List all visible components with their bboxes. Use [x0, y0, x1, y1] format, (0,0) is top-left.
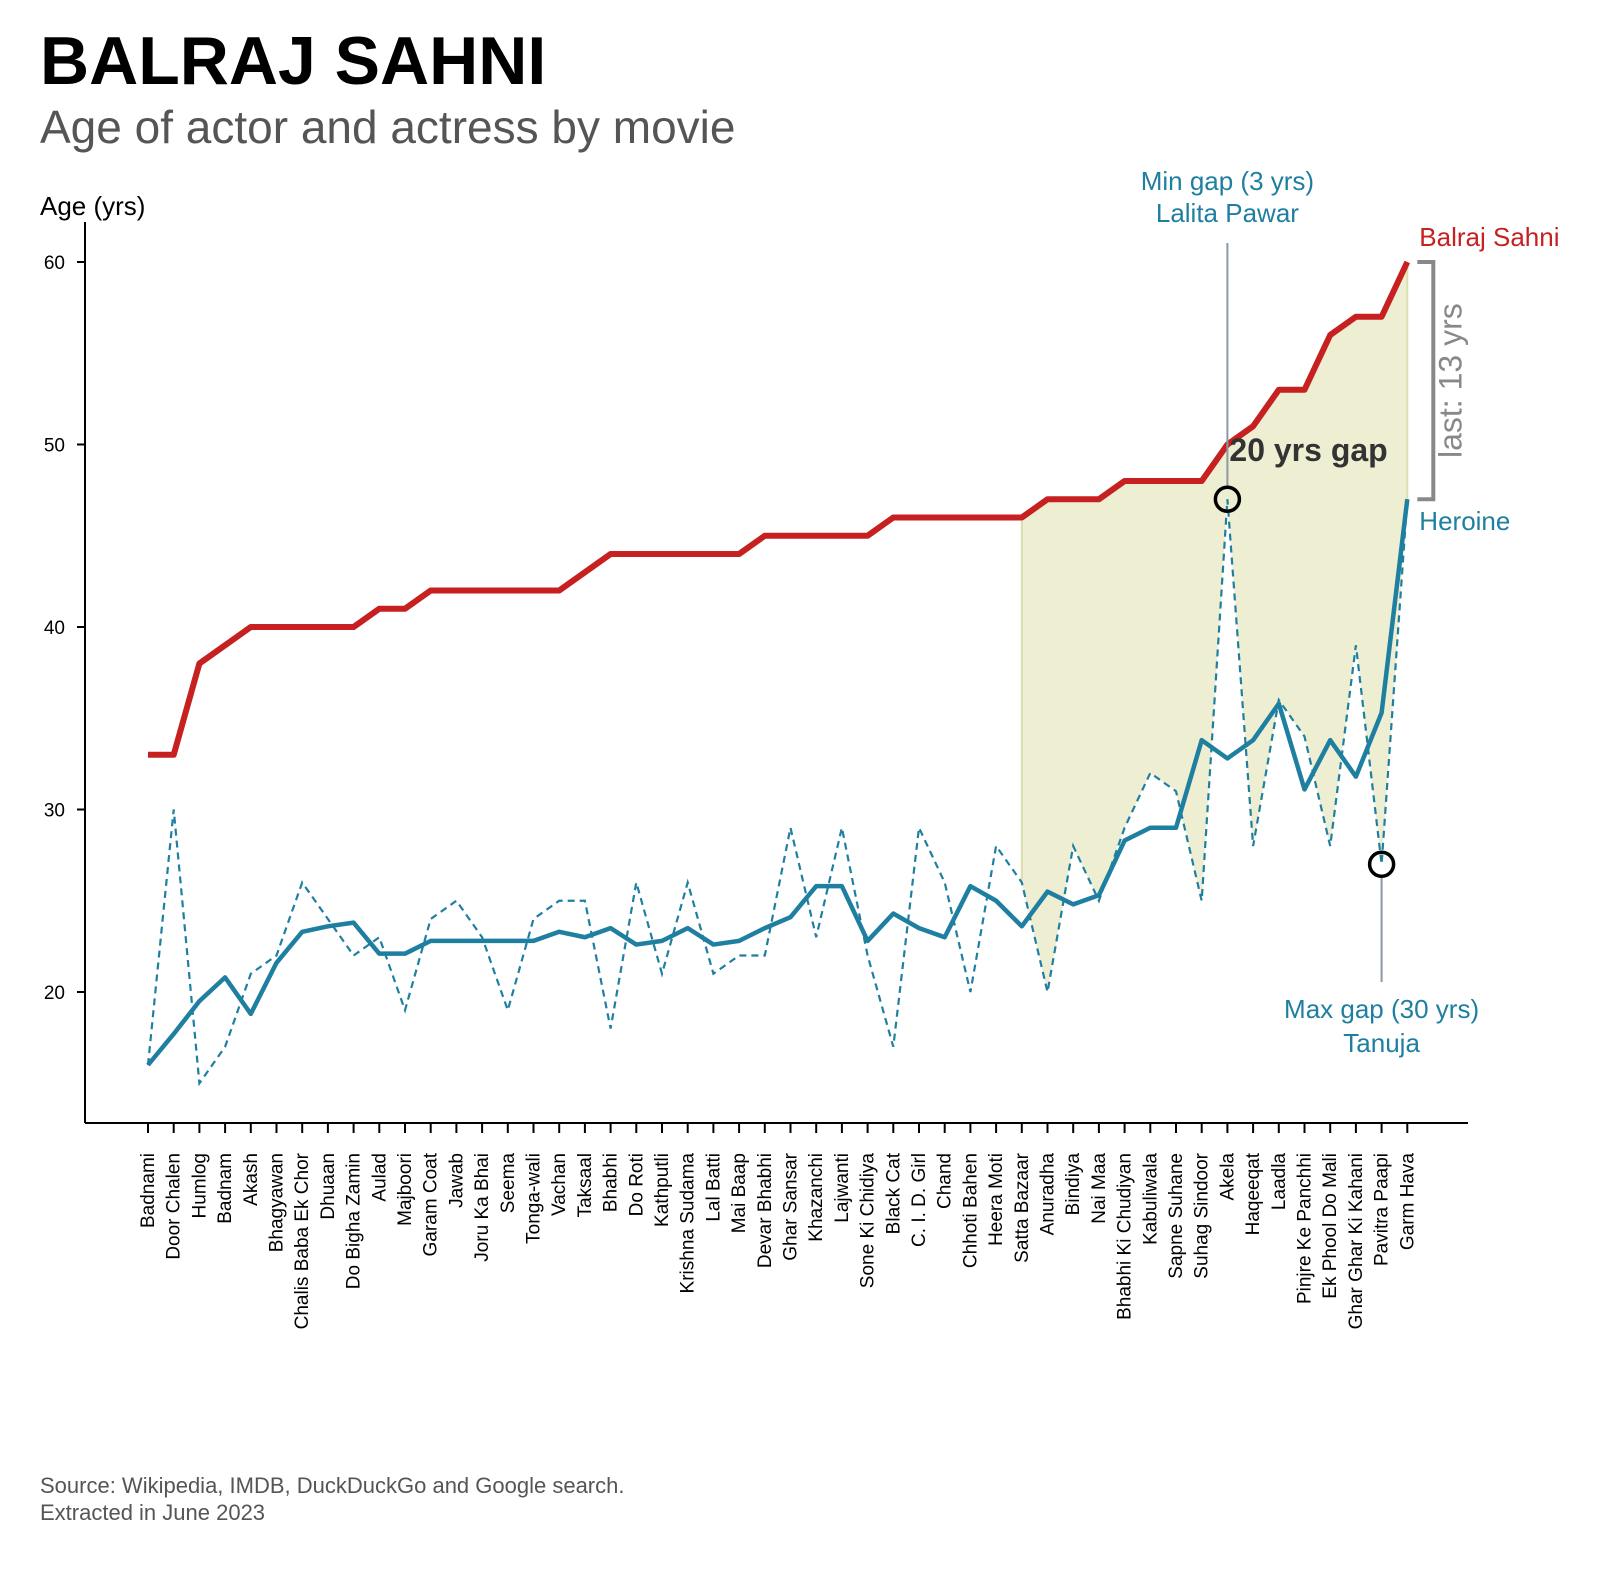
- source-note-date: Extracted in June 2023: [40, 1500, 265, 1525]
- source-note: Source: Wikipedia, IMDB, DuckDuckGo and …: [40, 1473, 624, 1498]
- x-tick-label: Taksaal: [575, 1153, 596, 1217]
- y-tick-label: 30: [44, 801, 65, 822]
- x-tick-label: Chand: [935, 1153, 956, 1209]
- y-tick-label: 50: [44, 436, 65, 457]
- x-tick-label: Devar Bhabhi: [755, 1153, 776, 1268]
- x-tick-label: Lal Batti: [703, 1153, 724, 1222]
- x-tick-label: Haqeeqat: [1243, 1152, 1264, 1235]
- x-tick-label: Humlog: [189, 1153, 210, 1218]
- heroine-dashed-line: [146, 499, 1409, 1087]
- x-tick-label: Do Roti: [626, 1153, 647, 1216]
- min-gap-label: Min gap (3 yrs): [1141, 166, 1314, 196]
- x-tick-label: Chhoti Bahen: [960, 1153, 981, 1268]
- x-tick-label: Satta Bazaar: [1012, 1152, 1033, 1263]
- min-gap-marker: [1213, 485, 1242, 513]
- x-tick-label: Pavitra Paapi: [1372, 1153, 1393, 1266]
- x-tick-label: C. I. D. Girl: [909, 1153, 930, 1247]
- x-tick-label: Tonga-wali: [524, 1153, 545, 1244]
- chart-subtitle: Age of actor and actress by movie: [40, 101, 735, 153]
- chart-title: BALRAJ SAHNI: [40, 23, 546, 99]
- heroine-trend-line: [146, 498, 1410, 1067]
- x-tick-label: Badnami: [138, 1153, 159, 1228]
- x-tick-label: Garm Hava: [1397, 1153, 1418, 1251]
- series-layer: [146, 260, 1411, 1087]
- x-tick-label: Krishna Sudama: [678, 1153, 699, 1294]
- x-tick-label: Pinjre Ke Panchhi: [1295, 1153, 1316, 1304]
- x-tick-label: Badnam: [215, 1153, 236, 1224]
- actor-series-label: Balraj Sahni: [1419, 222, 1559, 252]
- x-tick-label: Garam Coat: [421, 1152, 442, 1256]
- x-tick-label: Seema: [498, 1153, 519, 1214]
- x-tick-label: Ghar Ghar Ki Kahani: [1346, 1153, 1367, 1329]
- x-tick-label: Do Bigha Zamin: [344, 1153, 365, 1289]
- actor-line: [148, 260, 1411, 758]
- x-tick-label: Laadla: [1269, 1153, 1290, 1210]
- y-tick-label: 40: [44, 618, 65, 639]
- x-tick-label: Vachan: [549, 1153, 570, 1216]
- x-tick-label: Heera Moti: [986, 1153, 1007, 1246]
- max-gap-label: Max gap (30 yrs): [1284, 994, 1479, 1024]
- x-tick-label: Ghar Sansar: [781, 1152, 802, 1260]
- x-tick-label: Ek Phool Do Mali: [1320, 1153, 1341, 1299]
- x-tick-label: Majboori: [395, 1153, 416, 1226]
- shaded-gap-region: [1020, 262, 1409, 992]
- x-tick-label: Bhagyawan: [267, 1153, 288, 1252]
- x-tick-label: Black Cat: [883, 1152, 904, 1234]
- y-tick-label: 60: [44, 253, 65, 274]
- y-tick-label: 20: [44, 983, 65, 1004]
- x-tick-label: Aulad: [369, 1153, 390, 1202]
- last-gap-bracket: [1417, 260, 1436, 502]
- x-tick-label: Jawab: [446, 1153, 467, 1208]
- gap-shade: [1021, 262, 1408, 992]
- min-gap-actress: Lalita Pawar: [1156, 198, 1299, 228]
- x-tick-label: Khazanchi: [806, 1153, 827, 1242]
- x-tick-label: Lajwanti: [832, 1153, 853, 1223]
- x-tick-label: Door Chalen: [164, 1153, 185, 1260]
- x-tick-label: Kathputli: [652, 1153, 673, 1227]
- x-tick-label: Kabuliwala: [1140, 1153, 1161, 1245]
- max-gap-actress: Tanuja: [1343, 1028, 1420, 1058]
- annotations-layer: Min gap (3 yrs) Lalita Pawar Max gap (30…: [1141, 166, 1560, 1058]
- x-tick-label: Dhuaan: [318, 1153, 339, 1220]
- max-gap-marker: [1367, 850, 1396, 878]
- last-gap-label: last: 13 yrs: [1432, 303, 1468, 458]
- heroine-series-label: Heroine: [1419, 506, 1510, 536]
- x-tick-label: Akash: [241, 1153, 262, 1206]
- gap-annotation: 20 yrs gap: [1229, 432, 1387, 468]
- x-tick-label: Akela: [1217, 1153, 1238, 1201]
- x-tick-label: Bindiya: [1063, 1153, 1084, 1216]
- x-tick-label: Bhabhi Ki Chudiyan: [1115, 1153, 1136, 1320]
- y-axis-label: Age (yrs): [40, 191, 145, 221]
- x-tick-label: Suhag Sindoor: [1192, 1152, 1213, 1278]
- x-tick-label: Joru Ka Bhai: [472, 1153, 493, 1262]
- x-tick-label: Bhabhi: [601, 1153, 622, 1212]
- axes: 20 30 40 50 60 Badnami Door Chalen Humlog Badnam…: [44, 222, 1468, 1329]
- x-tick-label: Nai Maa: [1089, 1153, 1110, 1224]
- x-tick-label: Sone Ki Chidiya: [858, 1153, 879, 1289]
- x-tick-label: Sapne Suhane: [1166, 1153, 1187, 1279]
- x-tick-label: Anuradha: [1038, 1153, 1059, 1236]
- x-tick-label: Mai Baap: [729, 1153, 750, 1233]
- x-tick-label: Chalis Baba Ek Chor: [292, 1152, 313, 1329]
